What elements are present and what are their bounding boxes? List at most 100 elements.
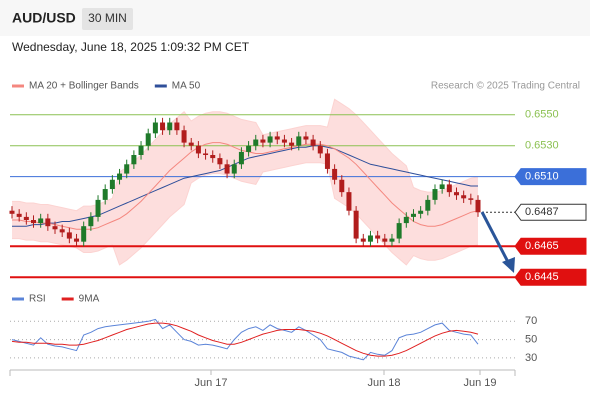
candle-body [181, 130, 187, 143]
x-tick-label: Jun 19 [463, 377, 496, 389]
candle-body [289, 142, 295, 146]
indicator-line [11, 322, 479, 357]
candle-body [453, 192, 459, 196]
candle-body [324, 153, 330, 169]
candle-body [9, 210, 15, 214]
forecast-arrow [480, 211, 510, 263]
candle-body [267, 136, 273, 143]
candle-body [38, 218, 44, 224]
candle-body [332, 168, 338, 180]
level-label: 0.6530 [525, 140, 559, 152]
candle-body [432, 189, 438, 200]
candle-body [203, 153, 209, 155]
candle-body [475, 199, 481, 213]
candle-body [389, 238, 395, 242]
candle-body [16, 213, 22, 217]
candle-body [446, 184, 452, 193]
candle-body [231, 164, 237, 174]
candle-body [31, 220, 37, 224]
y-tick-label: 50 [525, 333, 537, 345]
candle-body [124, 164, 130, 174]
timeframe[interactable]: 30 MIN [88, 11, 127, 25]
indicator-line [11, 318, 479, 361]
candle-body [74, 238, 80, 242]
candle-body [102, 189, 108, 200]
candle-body [425, 199, 431, 211]
legend-label: 9MA [79, 294, 100, 305]
legend-label: MA 50 [172, 81, 201, 92]
candle-body [195, 145, 201, 154]
candle-body [303, 136, 309, 140]
y-tick-label: 30 [525, 352, 537, 364]
candle-body [167, 122, 173, 131]
candle-body [238, 151, 244, 165]
forecast-arrowhead [502, 257, 515, 273]
candle-body [188, 142, 194, 146]
candle-body [224, 164, 230, 174]
legend-label: MA 20 + Bollinger Bands [29, 81, 139, 92]
candle-body [403, 216, 409, 224]
candle-body [310, 139, 316, 146]
candle-body [109, 179, 115, 190]
candle-body [296, 136, 302, 146]
level-label: 0.6445 [525, 271, 559, 283]
candle-body [396, 223, 402, 239]
symbol: AUD/USD [12, 10, 76, 26]
candle-body [281, 139, 287, 143]
candle-body [346, 192, 352, 211]
candle-body [260, 139, 266, 143]
candle-body [52, 226, 58, 230]
level-tag [514, 168, 587, 186]
candle-body [117, 173, 123, 180]
candle-body [66, 232, 72, 239]
x-tick-label: Jun 17 [194, 377, 227, 389]
level-label: 0.6487 [525, 206, 559, 218]
candle-body [160, 122, 166, 131]
level-tag [514, 268, 587, 286]
candle-body [468, 198, 474, 200]
ma20-line [12, 142, 479, 230]
candle-body [88, 216, 94, 227]
bollinger-upper [12, 98, 479, 212]
candle-body [253, 139, 259, 146]
candle-body [217, 158, 223, 165]
x-tick-label: Jun 18 [367, 377, 400, 389]
candle-body [81, 226, 87, 242]
level-tag [514, 237, 587, 255]
candle-body [360, 238, 366, 242]
candle-body [45, 218, 51, 227]
candle-body [382, 238, 388, 242]
candle-body [353, 210, 359, 239]
bollinger-lower [12, 162, 479, 266]
candle-body [152, 122, 158, 134]
datetime: Wednesday, June 18, 2025 1:09:32 PM CET [12, 40, 250, 54]
candle-body [174, 122, 180, 131]
level-label: 0.6510 [525, 171, 559, 183]
credit: Research © 2025 Trading Central [431, 81, 580, 92]
candle-body [138, 145, 144, 155]
candle-body [59, 229, 65, 233]
timeframe-box[interactable] [82, 8, 133, 30]
bollinger-fill [12, 99, 478, 265]
candle-body [367, 235, 373, 242]
y-tick-label: 70 [525, 315, 537, 327]
level-label: 0.6550 [525, 109, 559, 121]
candle-body [210, 155, 216, 159]
candle-body [274, 136, 280, 140]
candle-body [23, 216, 29, 220]
level-label: 0.6465 [525, 240, 559, 252]
candle-body [131, 155, 137, 165]
candle-body [375, 235, 381, 239]
candle-body [439, 184, 445, 190]
candle-body [410, 213, 416, 217]
level-tag [514, 203, 587, 221]
candle-body [246, 145, 252, 152]
candle-body [339, 179, 345, 193]
candle-body [95, 199, 101, 217]
candle-body [461, 195, 467, 199]
legend-label: RSI [29, 294, 46, 305]
candle-body [145, 133, 151, 146]
candle-body [418, 210, 424, 214]
